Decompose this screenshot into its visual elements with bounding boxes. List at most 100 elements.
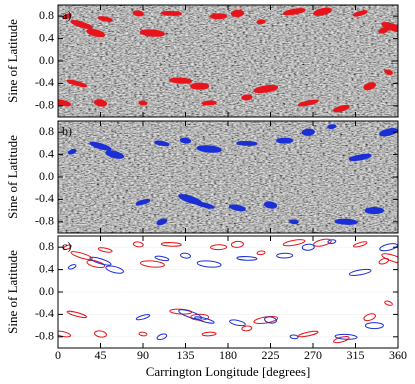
contour <box>180 252 191 259</box>
contour <box>256 250 266 256</box>
contour <box>313 238 332 247</box>
x-tick-label: 180 <box>219 348 237 362</box>
y-tick-label: -0.8 <box>35 214 54 228</box>
contour <box>196 260 222 268</box>
contour <box>352 10 368 17</box>
contour <box>313 7 332 16</box>
magnetogram <box>58 121 398 233</box>
contour <box>194 316 215 324</box>
y-tick-label: -0.8 <box>35 98 54 112</box>
contour <box>289 219 299 225</box>
y-tick-label: 0.4 <box>39 146 54 160</box>
panel-label: a) <box>62 8 71 22</box>
contour <box>66 79 88 88</box>
y-tick-label: -0.4 <box>35 75 54 89</box>
x-axis-label: Carrington Longitude [degrees] <box>146 364 311 379</box>
contour <box>169 77 193 84</box>
contour <box>327 239 337 244</box>
contour <box>93 99 108 107</box>
y-tick-label: 0.4 <box>39 261 54 275</box>
contour <box>86 28 106 38</box>
contour <box>263 201 278 209</box>
contour <box>352 241 368 248</box>
contour <box>135 314 151 321</box>
contour <box>364 207 384 215</box>
contour <box>276 252 294 259</box>
contour <box>236 256 258 261</box>
y-tick-label: 0.8 <box>39 8 54 22</box>
y-tick-label: 0.8 <box>39 124 54 138</box>
contour <box>105 150 125 159</box>
y-tick-label: 0.4 <box>39 30 54 44</box>
contour <box>209 13 228 20</box>
contour <box>97 247 113 253</box>
contour <box>229 319 246 327</box>
panel <box>58 236 398 348</box>
contour <box>97 16 113 22</box>
contour <box>190 82 210 90</box>
contour <box>230 9 245 18</box>
contour <box>297 330 319 338</box>
contour <box>138 100 148 106</box>
contour <box>276 137 294 144</box>
contour <box>379 128 398 137</box>
contour <box>196 145 222 153</box>
contour <box>379 243 398 252</box>
panel <box>58 121 398 233</box>
x-tick-label: 225 <box>262 348 280 362</box>
contour <box>201 331 217 337</box>
contour <box>364 322 384 330</box>
x-tick-label: 270 <box>304 348 322 362</box>
contour <box>348 153 372 162</box>
magnetogram <box>58 5 398 117</box>
contour <box>160 242 182 247</box>
contour <box>179 137 192 144</box>
contour <box>210 244 228 251</box>
contour <box>63 244 72 250</box>
y-tick-label: 0.8 <box>39 239 54 253</box>
contour <box>381 253 398 264</box>
contour <box>230 240 244 248</box>
contour <box>333 335 350 344</box>
y-axis-label: Sine of Latitude <box>5 135 20 219</box>
contour <box>139 29 166 37</box>
x-tick-label: 90 <box>137 348 149 362</box>
contour <box>241 94 253 101</box>
y-axis-label: Sine of Latitude <box>5 250 20 334</box>
contour <box>70 20 93 30</box>
contour <box>384 300 393 306</box>
x-tick-label: 315 <box>347 348 365 362</box>
contour <box>348 268 372 276</box>
y-axis-label: Sine of Latitude <box>5 19 20 103</box>
y-tick-label: 0.0 <box>39 284 54 298</box>
panel-label: b) <box>62 124 72 138</box>
y-tick-label: 0.0 <box>39 169 54 183</box>
panel <box>58 5 398 117</box>
contour <box>327 124 337 130</box>
contour <box>201 100 217 106</box>
contour <box>156 218 168 226</box>
contour <box>334 218 358 225</box>
contour <box>363 313 376 322</box>
contour <box>86 259 106 269</box>
contour <box>301 128 315 136</box>
contour <box>301 243 315 251</box>
contour <box>63 13 72 19</box>
contour <box>381 22 398 33</box>
contour <box>229 204 246 212</box>
x-tick-label: 45 <box>95 348 107 362</box>
contour <box>94 330 107 338</box>
contour <box>156 333 168 341</box>
contour <box>67 264 77 270</box>
y-tick-label: -0.4 <box>35 306 54 320</box>
contour <box>67 149 77 155</box>
y-tick-label: 0.0 <box>39 53 54 67</box>
contour <box>253 315 279 325</box>
contour <box>236 140 258 146</box>
contour <box>194 201 215 209</box>
contour <box>154 255 170 262</box>
contour <box>105 265 124 274</box>
contour <box>70 251 93 261</box>
